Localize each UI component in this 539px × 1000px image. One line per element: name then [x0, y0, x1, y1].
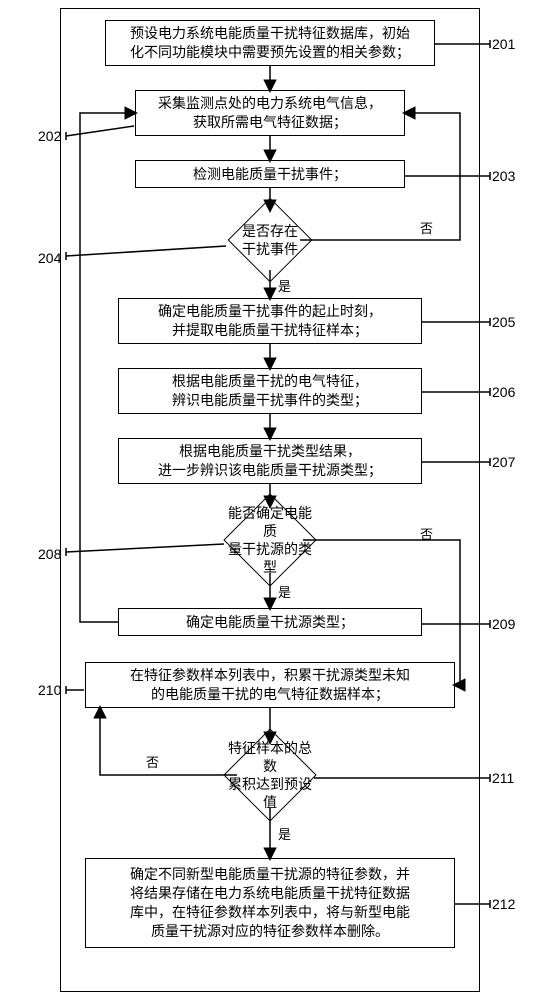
step-205-text: 确定电能质量干扰事件的起止时刻，并提取电能质量干扰特征样本；	[158, 302, 382, 340]
decision-208-text: 能否确定电能质量干扰源的类型	[224, 504, 316, 577]
label-211: 211	[492, 770, 514, 786]
decision-211: 特征样本的总数累积达到预设值	[237, 742, 303, 808]
step-209-box: 确定电能质量干扰源类型；	[118, 608, 422, 636]
step-210-text: 在特征参数样本列表中，积累干扰源类型未知的电能质量干扰的电气特征数据样本；	[130, 666, 410, 704]
label-208: 208	[38, 546, 61, 562]
label-210: 210	[38, 682, 61, 698]
step-202-text: 采集监测点处的电力系统电气信息，获取所需电气特征数据；	[158, 94, 382, 132]
label-204: 204	[38, 250, 61, 266]
label-207: 207	[492, 454, 515, 470]
label-201: 201	[492, 36, 515, 52]
label-209: 209	[492, 616, 515, 632]
label-206: 206	[492, 384, 515, 400]
step-201-text: 预设电力系统电能质量干扰特征数据库，初始化不同功能模块中需要预先设置的相关参数；	[130, 24, 410, 62]
step-207-text: 根据电能质量干扰类型结果，进一步辨识该电能质量干扰源类型；	[158, 442, 382, 480]
step-207-box: 根据电能质量干扰类型结果，进一步辨识该电能质量干扰源类型；	[118, 438, 422, 484]
step-201-box: 预设电力系统电能质量干扰特征数据库，初始化不同功能模块中需要预先设置的相关参数；	[105, 20, 435, 66]
step-206-text: 根据电能质量干扰的电气特征，辨识电能质量干扰事件的类型；	[172, 372, 368, 410]
label-202: 202	[38, 128, 61, 144]
step-203-box: 检测电能质量干扰事件；	[135, 160, 405, 188]
step-212-box: 确定不同新型电能质量干扰源的特征参数，并将结果存储在电力系统电能质量干扰特征数据…	[85, 858, 455, 948]
step-212-text: 确定不同新型电能质量干扰源的特征参数，并将结果存储在电力系统电能质量干扰特征数据…	[130, 865, 410, 941]
decision-211-text: 特征样本的总数累积达到预设值	[224, 739, 316, 812]
decision-204-text: 是否存在干扰事件	[242, 222, 298, 258]
decision-204: 是否存在干扰事件	[240, 210, 300, 270]
label-203: 203	[492, 168, 515, 184]
edge-204-no: 否	[420, 218, 433, 237]
decision-208: 能否确定电能质量干扰源的类型	[237, 507, 303, 573]
edge-208-no: 否	[420, 524, 433, 543]
step-202-box: 采集监测点处的电力系统电气信息，获取所需电气特征数据；	[135, 90, 405, 136]
edge-211-no: 否	[146, 752, 159, 771]
label-212: 212	[492, 896, 515, 912]
step-203-text: 检测电能质量干扰事件；	[193, 165, 347, 184]
edge-208-yes: 是	[278, 582, 291, 601]
edge-204-yes: 是	[278, 276, 291, 295]
step-209-text: 确定电能质量干扰源类型；	[186, 613, 354, 632]
label-205: 205	[492, 314, 515, 330]
step-210-box: 在特征参数样本列表中，积累干扰源类型未知的电能质量干扰的电气特征数据样本；	[85, 662, 455, 708]
step-206-box: 根据电能质量干扰的电气特征，辨识电能质量干扰事件的类型；	[118, 368, 422, 414]
step-205-box: 确定电能质量干扰事件的起止时刻，并提取电能质量干扰特征样本；	[118, 298, 422, 344]
edge-211-yes: 是	[278, 824, 291, 843]
